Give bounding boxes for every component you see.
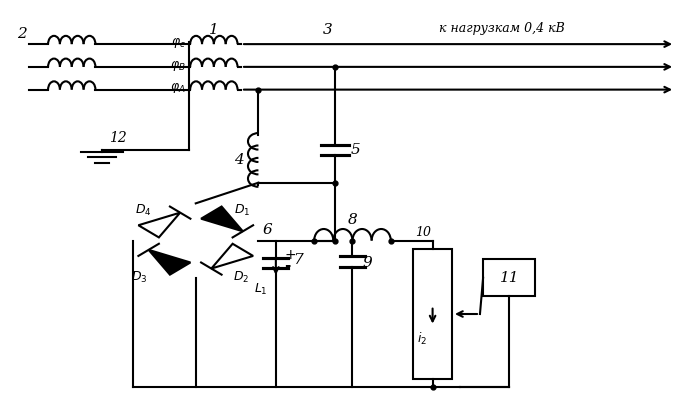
Text: 6: 6 xyxy=(262,223,272,237)
Text: 3: 3 xyxy=(323,23,333,37)
Text: 10: 10 xyxy=(415,225,431,239)
Polygon shape xyxy=(201,207,243,231)
Text: $i_2$: $i_2$ xyxy=(417,331,427,347)
Polygon shape xyxy=(149,250,191,275)
Text: 12: 12 xyxy=(109,132,126,146)
Text: 1: 1 xyxy=(209,23,218,37)
Text: 7: 7 xyxy=(293,253,303,267)
Text: $L_1$: $L_1$ xyxy=(254,282,267,297)
Text: к нагрузкам 0,4 кВ: к нагрузкам 0,4 кВ xyxy=(439,22,565,35)
Text: $D_2$: $D_2$ xyxy=(232,269,249,285)
Text: $D_1$: $D_1$ xyxy=(234,203,251,218)
Text: 8: 8 xyxy=(348,213,357,227)
Text: -: - xyxy=(284,258,290,273)
Text: $\varphi_c$: $\varphi_c$ xyxy=(171,36,186,50)
Text: 9: 9 xyxy=(363,256,373,270)
Text: $\varphi_A$: $\varphi_A$ xyxy=(170,81,186,95)
Text: 5: 5 xyxy=(350,143,360,156)
Text: $D_4$: $D_4$ xyxy=(135,203,151,218)
Text: $D_3$: $D_3$ xyxy=(131,269,147,285)
Text: +: + xyxy=(284,248,296,261)
Text: 4: 4 xyxy=(234,153,244,167)
Text: $\varphi_B$: $\varphi_B$ xyxy=(170,59,186,73)
Text: 2: 2 xyxy=(17,27,27,41)
Text: 11: 11 xyxy=(500,271,519,285)
